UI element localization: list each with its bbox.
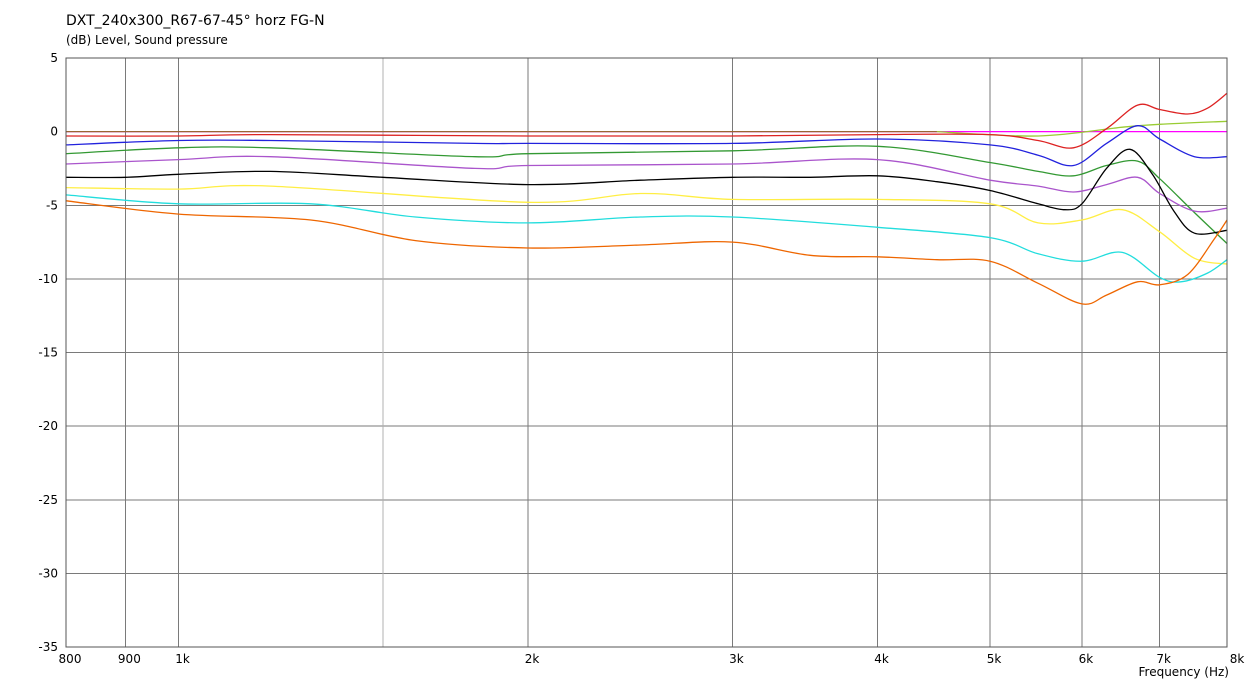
x-tick-label: 8k <box>1230 652 1245 666</box>
x-tick-label: 1k <box>175 652 190 666</box>
y-tick-label: 5 <box>50 51 58 65</box>
y-tick-label: -25 <box>38 493 58 507</box>
plot-frame <box>65 57 1228 648</box>
y-tick-label: -30 <box>38 566 58 580</box>
series-line-11 <box>65 200 1228 305</box>
y-tick-label: -10 <box>38 272 58 286</box>
chart-title: DXT_240x300_R67-67-45° horz FG-N <box>66 13 325 29</box>
x-tick-label: 6k <box>1079 652 1094 666</box>
series-line-5 <box>65 125 1228 167</box>
series-line-6 <box>65 145 1228 244</box>
x-tick-label: 800 <box>59 652 82 666</box>
series-line-4 <box>65 92 1228 149</box>
y-tick-label: 0 <box>50 125 58 139</box>
x-tick-label: 7k <box>1156 652 1171 666</box>
x-tick-labels: 800 900 1k 2k 3k 4k 5k 6k 7k 8k <box>59 652 1245 666</box>
series-line-8 <box>65 148 1228 235</box>
y-tick-label: -35 <box>38 640 58 654</box>
x-tick-label: 5k <box>987 652 1002 666</box>
y-tick-label: -15 <box>38 346 58 360</box>
x-axis-label: Frequency (Hz) <box>1138 665 1230 679</box>
x-tick-label: 3k <box>729 652 744 666</box>
series-line-7 <box>65 155 1228 213</box>
plot-border <box>65 57 1228 648</box>
x-tick-label: 900 <box>118 652 141 666</box>
y-tick-label: -5 <box>46 198 58 212</box>
y-axis-label: (dB) Level, Sound pressure <box>66 33 228 47</box>
x-tick-label: 4k <box>874 652 889 666</box>
series-line-9 <box>65 184 1228 265</box>
y-tick-label: -20 <box>38 419 58 433</box>
series-group <box>65 92 1228 305</box>
series-line-10 <box>65 194 1228 283</box>
grid <box>65 57 1228 648</box>
x-tick-label: 2k <box>525 652 540 666</box>
y-tick-labels: 5 0 -5 -10 -15 -20 -25 -30 -35 <box>38 51 58 654</box>
